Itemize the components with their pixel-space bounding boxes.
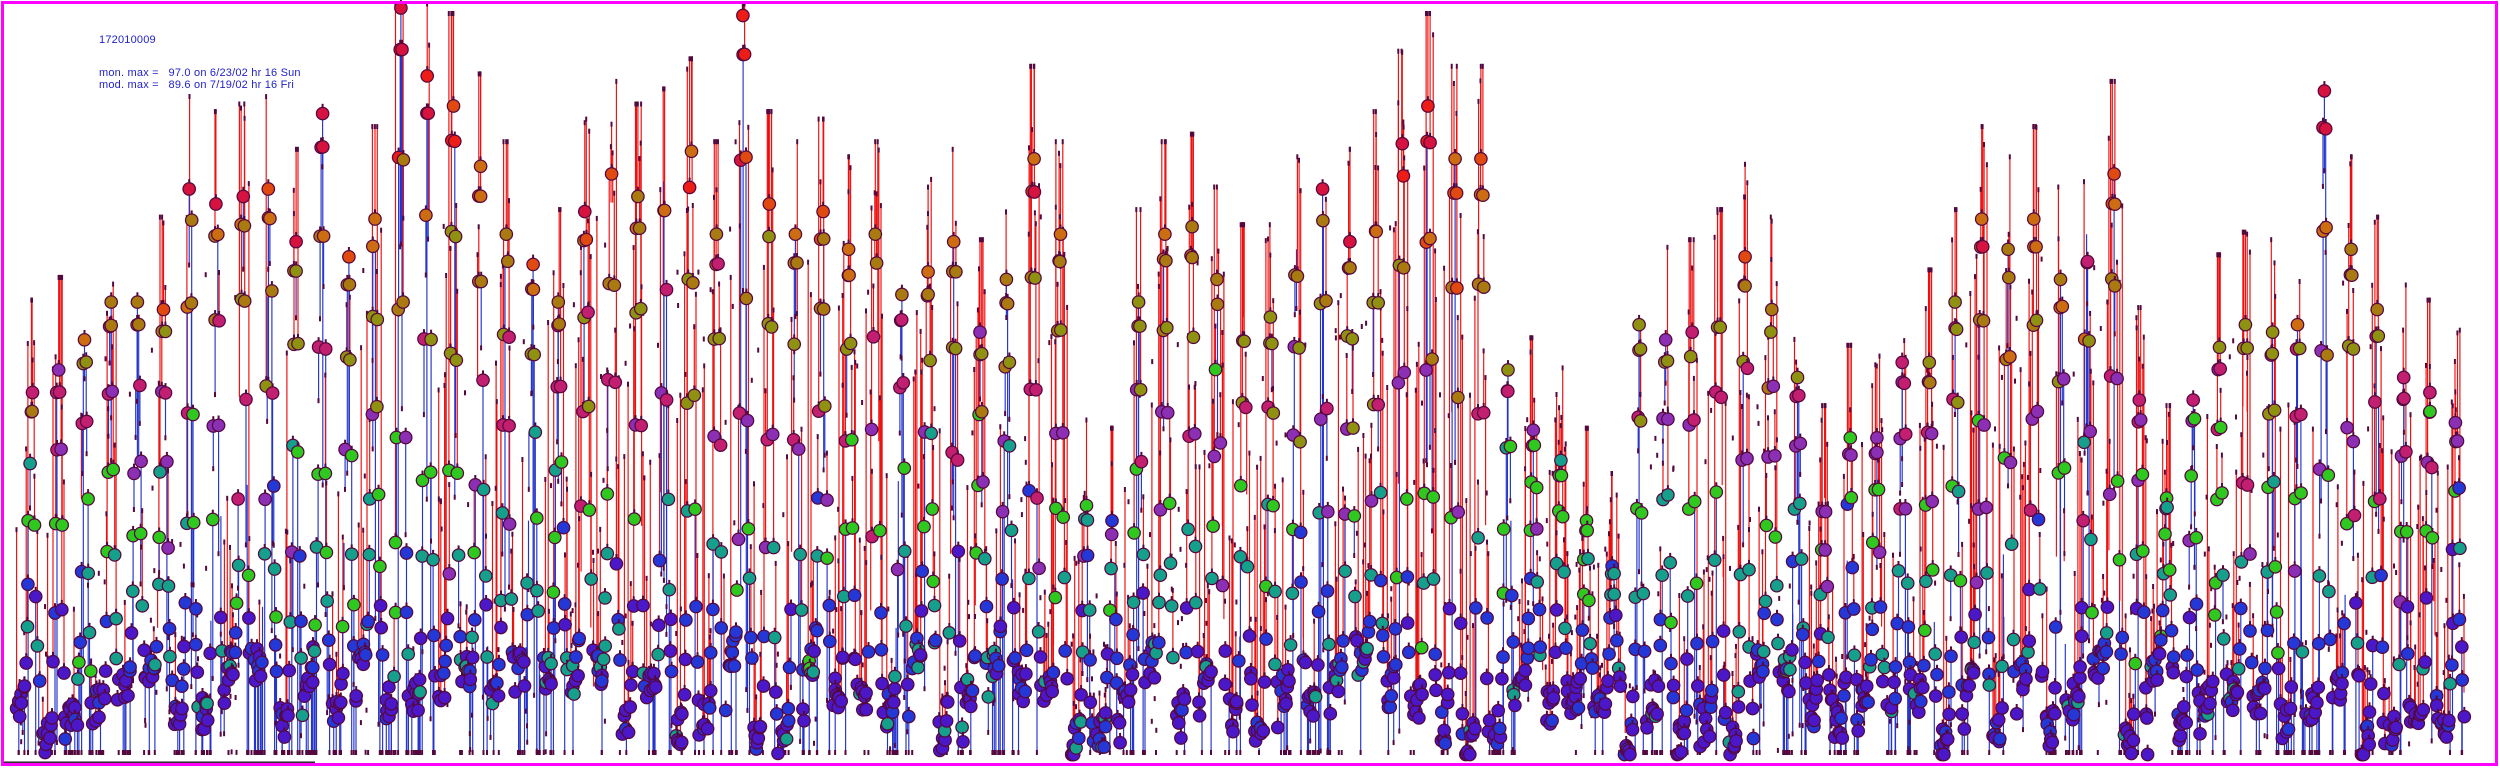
- model-max-annotation: mod. max = 89.6 on 7/19/02 hr 16 Fri: [99, 79, 295, 91]
- station-id-label: 172010009: [99, 34, 156, 46]
- monitor-max-annotation: mon. max = 97.0 on 6/23/02 hr 16 Sun: [99, 67, 301, 79]
- x-axis-line: [2, 761, 315, 763]
